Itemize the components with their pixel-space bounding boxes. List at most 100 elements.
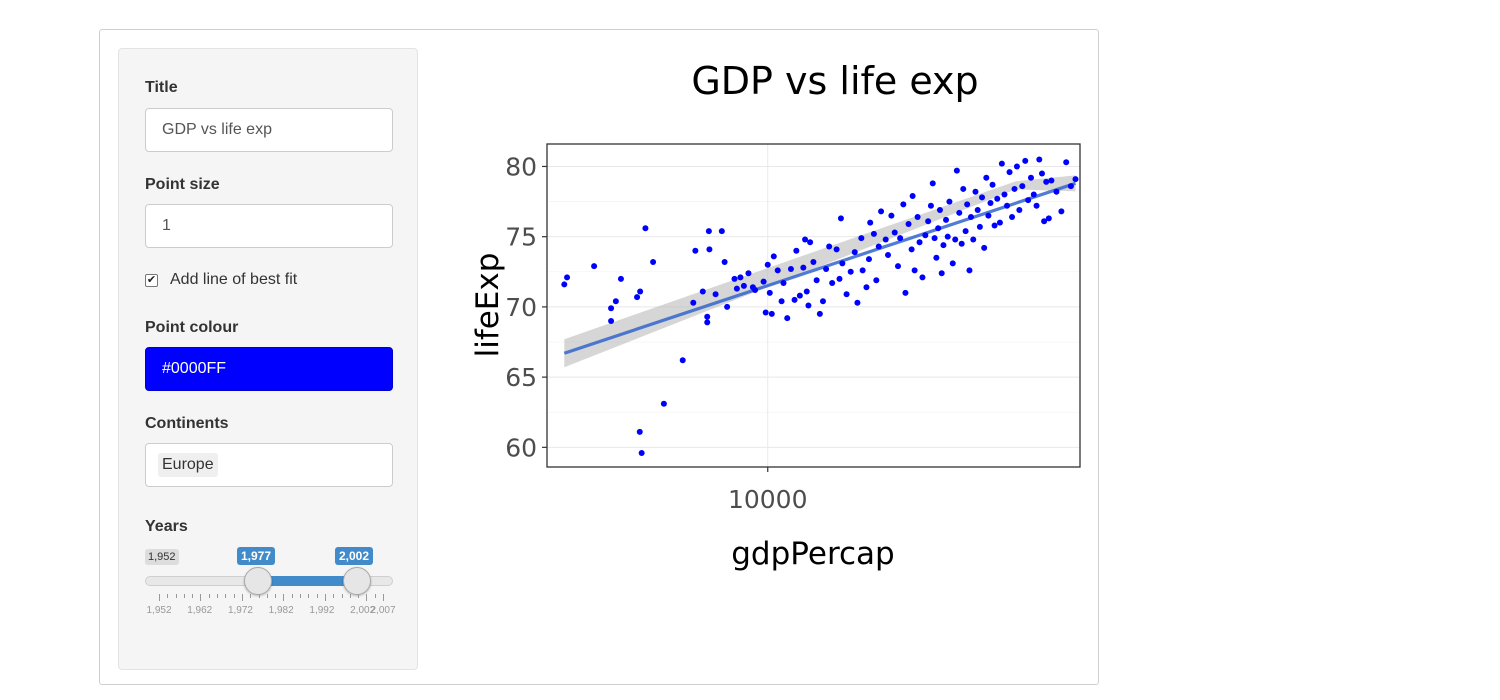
slider-grid-tick [308,594,310,598]
data-point [943,216,950,223]
continent-tag-europe[interactable]: Europe [158,453,218,477]
data-point [902,289,909,296]
data-point [1038,170,1045,177]
x-axis-title: gdpPercap [731,536,894,572]
data-point [805,302,812,309]
data-point [791,296,798,303]
data-point [919,274,926,281]
data-point [784,315,791,322]
data-point [612,298,619,305]
data-point [1043,178,1050,185]
title-input[interactable]: GDP vs life exp [145,108,393,152]
data-point [829,280,836,287]
data-point [885,251,892,258]
slider-grid-tick [175,594,177,598]
data-point [833,246,840,253]
fit-line-checkbox[interactable]: ✔ [145,273,158,287]
data-point [764,261,771,268]
years-label: Years [145,518,188,535]
fit-line-label: Add line of best fit [170,271,298,288]
data-point [981,244,988,251]
data-point [949,260,956,267]
slider-grid-tick [200,594,202,601]
data-point [1063,159,1070,166]
data-point [891,229,898,236]
point-size-input[interactable]: 1 [145,204,393,248]
data-point [854,299,861,306]
slider-grid-tick [374,594,376,598]
data-point [956,209,963,216]
slider-grid-tick [266,594,268,598]
data-point [704,319,711,326]
years-range-slider[interactable]: 1,952 1,977 2,002 1,952 1,962 1,972 1,982 1,… [145,545,396,645]
fit-line-row[interactable]: ✔ Add line of best fit [145,271,297,289]
slider-grid-tick [349,594,351,598]
point-colour-input[interactable]: #0000FF [145,347,393,391]
y-tick-label: 70 [505,293,537,322]
data-point [807,239,814,246]
years-min-label: 1,952 [145,549,179,565]
data-point [922,232,929,239]
scatter-chart: GDP vs life exp 60 65 70 75 80 10000 gdpPerc… [470,59,1081,572]
data-point [836,275,843,282]
data-point [837,215,844,222]
data-point [882,236,889,243]
data-point [936,207,943,214]
slider-grid-tick [167,594,169,598]
data-point [770,253,777,260]
data-point [911,267,918,274]
data-point [870,230,877,237]
slider-handle-to[interactable] [343,567,371,595]
data-point [810,258,817,265]
data-point [1058,208,1065,215]
data-point [935,225,942,232]
data-point [718,228,725,235]
slider-grid-tick [208,594,210,598]
data-point [1025,197,1032,204]
slider-grid-tick [366,594,368,601]
data-point [636,428,643,435]
y-tick-label: 60 [505,433,537,462]
data-point [802,236,809,243]
data-point [958,240,965,247]
data-point [564,274,571,281]
slider-grid-tick [341,594,343,598]
data-point [867,219,874,226]
y-tick-label: 65 [505,363,537,392]
data-point [966,267,973,274]
slider-grid-tick [183,594,185,598]
y-axis-title: lifeExp [470,253,506,358]
data-point [1022,157,1029,164]
slider-grid-tick [241,594,243,601]
slider-grid-tick [192,594,194,598]
data-point [989,181,996,188]
slider-selected-bar[interactable] [257,576,357,586]
data-point [800,264,807,271]
data-point [843,291,850,298]
data-point [865,256,872,263]
data-point [909,192,916,199]
data-point [1030,191,1037,198]
data-point [766,289,773,296]
slider-grid-label: 1,972 [227,605,253,616]
data-point [816,310,823,317]
data-point [933,254,940,261]
data-point [858,235,865,242]
point-size-label: Point size [145,176,220,193]
data-point [1013,163,1020,170]
data-point [813,277,820,284]
plot-border [546,143,1081,468]
data-point [1016,207,1023,214]
data-point [987,199,994,206]
data-point [637,288,644,295]
data-point [1001,191,1008,198]
data-point [839,260,846,267]
data-point [851,249,858,256]
data-point [1011,185,1018,192]
slider-grid-tick [275,594,277,598]
data-point [774,267,781,274]
data-point [826,243,833,250]
continents-select[interactable]: Europe [145,443,393,487]
slider-handle-from[interactable] [244,567,272,595]
data-point [1045,215,1052,222]
